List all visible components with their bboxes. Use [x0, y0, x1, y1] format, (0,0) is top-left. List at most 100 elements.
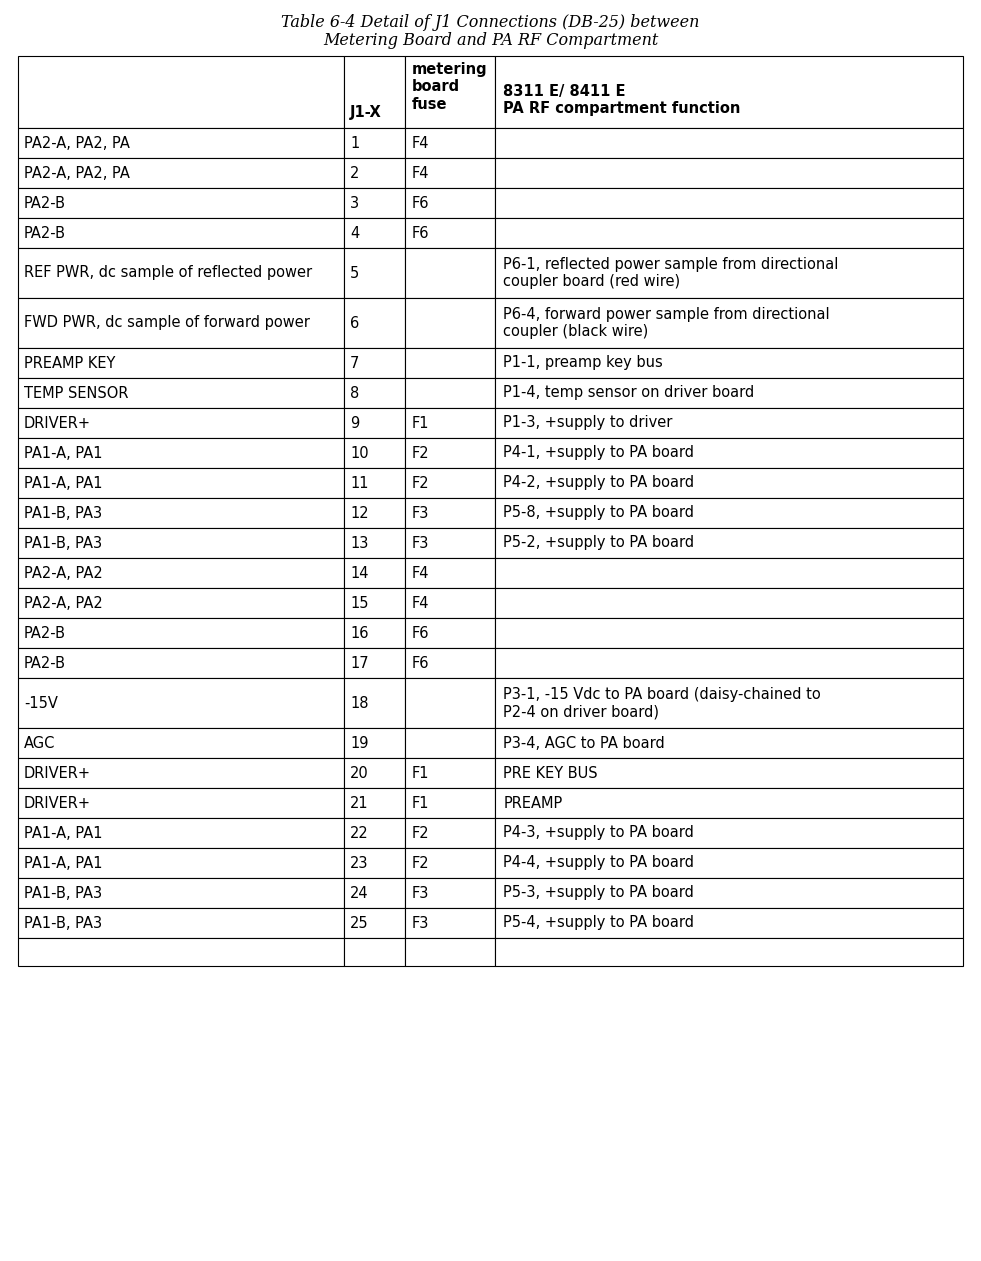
Bar	[18, 847, 344, 878]
Text: 1: 1	[350, 135, 359, 150]
Text: PA1-A, PA1: PA1-A, PA1	[24, 855, 102, 870]
Text: F3: F3	[411, 506, 429, 521]
Bar	[18, 648, 344, 678]
Bar	[495, 728, 963, 758]
Bar	[495, 348, 963, 378]
Text: PA1-B, PA3: PA1-B, PA3	[24, 536, 102, 551]
Text: PA2-A, PA2, PA: PA2-A, PA2, PA	[24, 135, 129, 150]
Bar	[405, 618, 495, 648]
Bar	[495, 588, 963, 618]
Bar	[495, 468, 963, 498]
Text: PA2-B: PA2-B	[24, 625, 66, 641]
Text: PA2-A, PA2: PA2-A, PA2	[24, 565, 103, 580]
Text: 19: 19	[350, 735, 369, 750]
Text: 8: 8	[350, 386, 359, 401]
Bar	[495, 847, 963, 878]
Text: P4-1, +supply to PA board: P4-1, +supply to PA board	[503, 445, 695, 460]
Bar	[18, 908, 344, 938]
Text: PA1-B, PA3: PA1-B, PA3	[24, 885, 102, 900]
Bar	[18, 588, 344, 618]
Text: 6: 6	[350, 315, 359, 330]
Bar	[405, 158, 495, 188]
Bar	[344, 158, 405, 188]
Bar	[495, 438, 963, 468]
Bar	[495, 648, 963, 678]
Bar	[344, 818, 405, 847]
Bar	[344, 55, 405, 129]
Text: 2: 2	[350, 165, 359, 180]
Bar	[18, 378, 344, 409]
Text: PA2-A, PA2, PA: PA2-A, PA2, PA	[24, 165, 129, 180]
Bar	[344, 129, 405, 158]
Bar	[18, 498, 344, 528]
Bar	[18, 348, 344, 378]
Bar	[405, 678, 495, 728]
Bar	[344, 498, 405, 528]
Bar	[495, 818, 963, 847]
Bar	[18, 158, 344, 188]
Text: F4: F4	[411, 595, 429, 610]
Text: P6-1, reflected power sample from directional
coupler board (red wire): P6-1, reflected power sample from direct…	[503, 257, 839, 289]
Text: F6: F6	[411, 226, 429, 241]
Text: PRE KEY BUS: PRE KEY BUS	[503, 765, 597, 781]
Bar	[18, 788, 344, 818]
Text: P5-8, +supply to PA board: P5-8, +supply to PA board	[503, 506, 695, 521]
Bar	[495, 528, 963, 559]
Text: PA2-B: PA2-B	[24, 226, 66, 241]
Text: 17: 17	[350, 656, 369, 671]
Text: PA1-B, PA3: PA1-B, PA3	[24, 915, 102, 931]
Text: F3: F3	[411, 885, 429, 900]
Text: 13: 13	[350, 536, 369, 551]
Bar	[405, 378, 495, 409]
Bar	[495, 378, 963, 409]
Bar	[405, 409, 495, 438]
Text: F4: F4	[411, 165, 429, 180]
Bar	[405, 298, 495, 348]
Text: P4-3, +supply to PA board: P4-3, +supply to PA board	[503, 826, 695, 841]
Bar	[18, 528, 344, 559]
Text: F2: F2	[411, 855, 429, 870]
Text: F3: F3	[411, 915, 429, 931]
Bar	[18, 248, 344, 298]
Text: PREAMP: PREAMP	[503, 796, 562, 811]
Bar	[344, 648, 405, 678]
Text: 18: 18	[350, 696, 369, 710]
Text: 21: 21	[350, 796, 369, 811]
Bar	[405, 648, 495, 678]
Bar	[495, 498, 963, 528]
Text: metering
board
fuse: metering board fuse	[411, 62, 488, 112]
Text: 24: 24	[350, 885, 369, 900]
Bar	[405, 218, 495, 248]
Bar	[495, 129, 963, 158]
Text: REF PWR, dc sample of reflected power: REF PWR, dc sample of reflected power	[24, 266, 312, 280]
Text: 7: 7	[350, 356, 359, 371]
Text: 16: 16	[350, 625, 369, 641]
Bar	[18, 55, 344, 129]
Text: 25: 25	[350, 915, 369, 931]
Text: PA2-A, PA2: PA2-A, PA2	[24, 595, 103, 610]
Bar	[344, 728, 405, 758]
Bar	[405, 878, 495, 908]
Bar	[18, 298, 344, 348]
Text: J1-X: J1-X	[350, 105, 382, 120]
Text: 9: 9	[350, 416, 359, 430]
Bar	[18, 438, 344, 468]
Text: DRIVER+: DRIVER+	[24, 765, 91, 781]
Text: 11: 11	[350, 475, 369, 491]
Bar	[495, 218, 963, 248]
Text: F2: F2	[411, 826, 429, 841]
Text: 4: 4	[350, 226, 359, 241]
Text: 23: 23	[350, 855, 369, 870]
Text: P1-1, preamp key bus: P1-1, preamp key bus	[503, 356, 663, 371]
Bar	[344, 188, 405, 218]
Text: PA1-A, PA1: PA1-A, PA1	[24, 475, 102, 491]
Text: 10: 10	[350, 445, 369, 460]
Bar	[344, 298, 405, 348]
Bar	[18, 559, 344, 588]
Bar	[495, 878, 963, 908]
Text: F1: F1	[411, 416, 429, 430]
Text: PA1-A, PA1: PA1-A, PA1	[24, 445, 102, 460]
Bar	[18, 409, 344, 438]
Bar	[344, 758, 405, 788]
Bar	[18, 818, 344, 847]
